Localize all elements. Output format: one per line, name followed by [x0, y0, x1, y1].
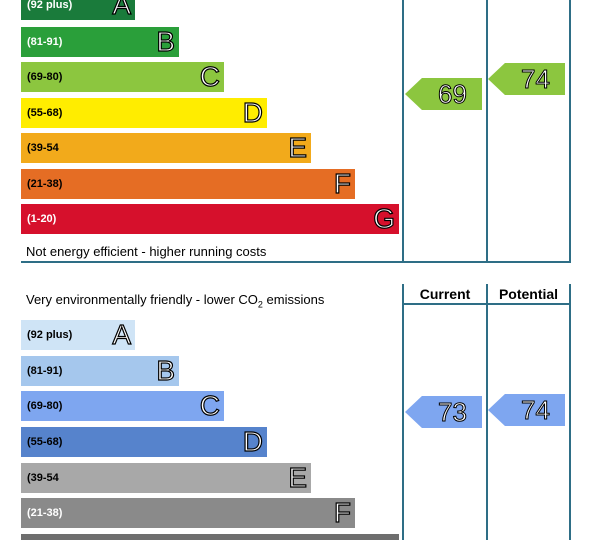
band-range: (21-38) — [27, 507, 63, 519]
energy-bottom-caption: Not energy efficient - higher running co… — [26, 244, 267, 259]
band-letter: B — [156, 25, 176, 57]
band-letter: A — [112, 0, 132, 21]
energy-band-g: (1-20) G — [21, 202, 399, 235]
env-band-f: (21-38) F — [21, 496, 355, 529]
energy-column-divider — [569, 0, 571, 262]
band-letter: B — [156, 354, 176, 386]
current-rating-value: 69 — [438, 79, 468, 110]
band-letter: C — [199, 389, 220, 421]
energy-column-divider — [402, 0, 404, 262]
energy-potential-rating: 74 — [488, 63, 565, 95]
current-rating-value: 73 — [438, 397, 468, 428]
band-range: (92 plus) — [27, 0, 73, 11]
energy-bottom-border — [21, 261, 571, 263]
energy-band-f: (21-38) F — [21, 167, 355, 200]
env-column-divider — [402, 284, 404, 540]
potential-rating-value: 74 — [521, 395, 551, 426]
env-band-g — [21, 534, 399, 540]
env-column-divider — [569, 284, 571, 540]
band-letter: A — [112, 318, 132, 350]
energy-band-c: (69-80) C — [21, 60, 224, 93]
band-range: (39-54 — [27, 472, 59, 484]
env-band-a: (92 plus) A — [21, 318, 135, 351]
env-band-d: (55-68) D — [21, 425, 267, 458]
env-header-border — [402, 303, 571, 305]
band-letter: C — [199, 60, 220, 92]
band-range: (55-68) — [27, 436, 63, 448]
env-column-divider — [486, 284, 488, 540]
band-letter: F — [333, 167, 351, 199]
energy-band-d: (55-68) D — [21, 96, 267, 129]
band-range: (55-68) — [27, 107, 63, 119]
energy-band-a: (92 plus) A — [21, 0, 135, 21]
band-range: (92 plus) — [27, 329, 73, 341]
env-top-caption: Very environmentally friendly - lower CO… — [26, 292, 325, 310]
env-band-b: (81-91) B — [21, 354, 179, 387]
potential-rating-value: 74 — [521, 64, 551, 95]
band-range: (81-91) — [27, 36, 63, 48]
current-column-header: Current — [419, 286, 471, 302]
band-letter: D — [242, 425, 263, 457]
band-letter: F — [333, 496, 351, 528]
band-range: (21-38) — [27, 178, 63, 190]
env-band-e: (39-54 E — [21, 461, 311, 494]
band-letter: G — [373, 202, 396, 234]
band-letter: E — [288, 461, 308, 493]
potential-column-header: Potential — [498, 286, 559, 302]
band-range: (1-20) — [27, 213, 57, 225]
env-current-rating: 73 — [405, 396, 482, 428]
energy-current-rating: 69 — [405, 78, 482, 110]
energy-band-e: (39-54 E — [21, 131, 311, 164]
energy-column-divider — [486, 0, 488, 262]
env-band-c: (69-80) C — [21, 389, 224, 422]
band-range: (81-91) — [27, 365, 63, 377]
band-letter: E — [288, 131, 308, 163]
env-potential-rating: 74 — [488, 394, 565, 426]
band-range: (69-80) — [27, 400, 63, 412]
band-letter: D — [242, 96, 263, 128]
band-range: (39-54 — [27, 142, 59, 154]
energy-band-b: (81-91) B — [21, 25, 179, 58]
band-range: (69-80) — [27, 71, 63, 83]
